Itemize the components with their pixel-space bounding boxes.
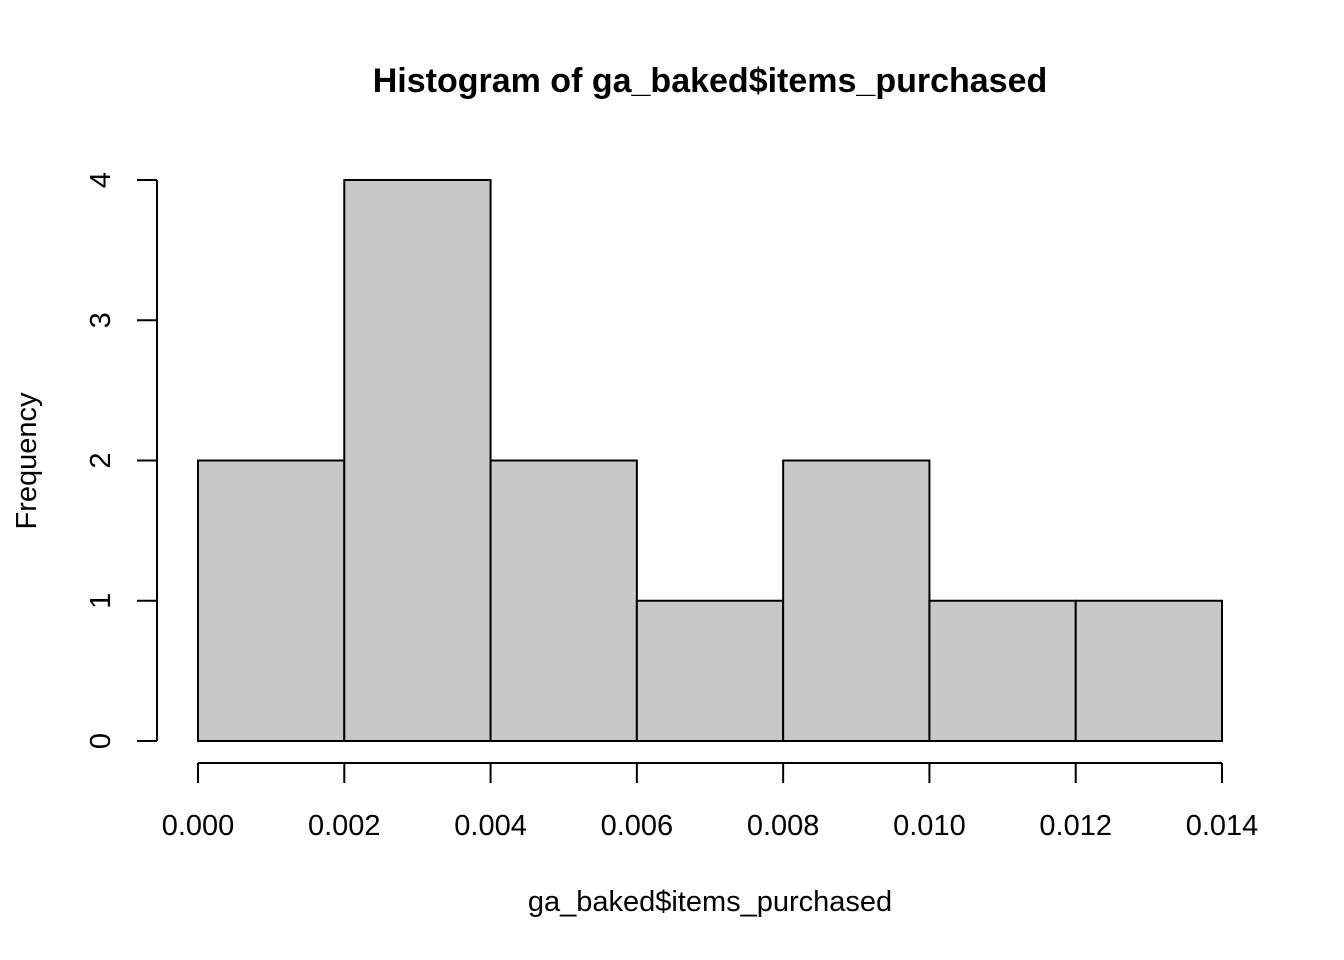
x-tick-label-7: 0.014 xyxy=(1186,810,1259,842)
histogram-bar-3 xyxy=(635,599,785,742)
histogram-bar-5 xyxy=(928,599,1077,742)
chart-title: Histogram of ga_baked$items_purchased xyxy=(373,62,1048,100)
y-axis-label: Frequency xyxy=(11,392,43,530)
x-tick-label-0: 0.000 xyxy=(162,810,235,842)
y-tick-label-0: 0 xyxy=(85,733,117,749)
y-axis: 0 1 2 3 4 xyxy=(85,172,158,749)
y-tick-label-2: 2 xyxy=(85,452,117,468)
histogram-bar-0 xyxy=(197,459,346,742)
x-tick-label-5: 0.010 xyxy=(893,810,966,842)
x-axis: 0.000 0.002 0.004 0.006 0.008 0.010 0.012 0.014 xyxy=(162,762,1259,842)
x-tick-label-4: 0.008 xyxy=(747,810,820,842)
x-tick-label-2: 0.004 xyxy=(454,810,527,842)
histogram-bar-6 xyxy=(1074,599,1223,742)
y-tick-label-1: 1 xyxy=(85,593,117,609)
histogram-bar-4 xyxy=(782,459,931,742)
histogram-bar-2 xyxy=(489,459,638,742)
x-tick-label-6: 0.012 xyxy=(1039,810,1112,842)
x-tick-label-1: 0.002 xyxy=(308,810,381,842)
histogram-bar-1 xyxy=(343,179,492,742)
y-tick-label-3: 3 xyxy=(85,312,117,328)
bars-group xyxy=(197,179,1223,742)
x-tick-label-3: 0.006 xyxy=(601,810,674,842)
x-axis-label: ga_baked$items_purchased xyxy=(528,886,892,918)
y-tick-label-4: 4 xyxy=(85,172,117,188)
